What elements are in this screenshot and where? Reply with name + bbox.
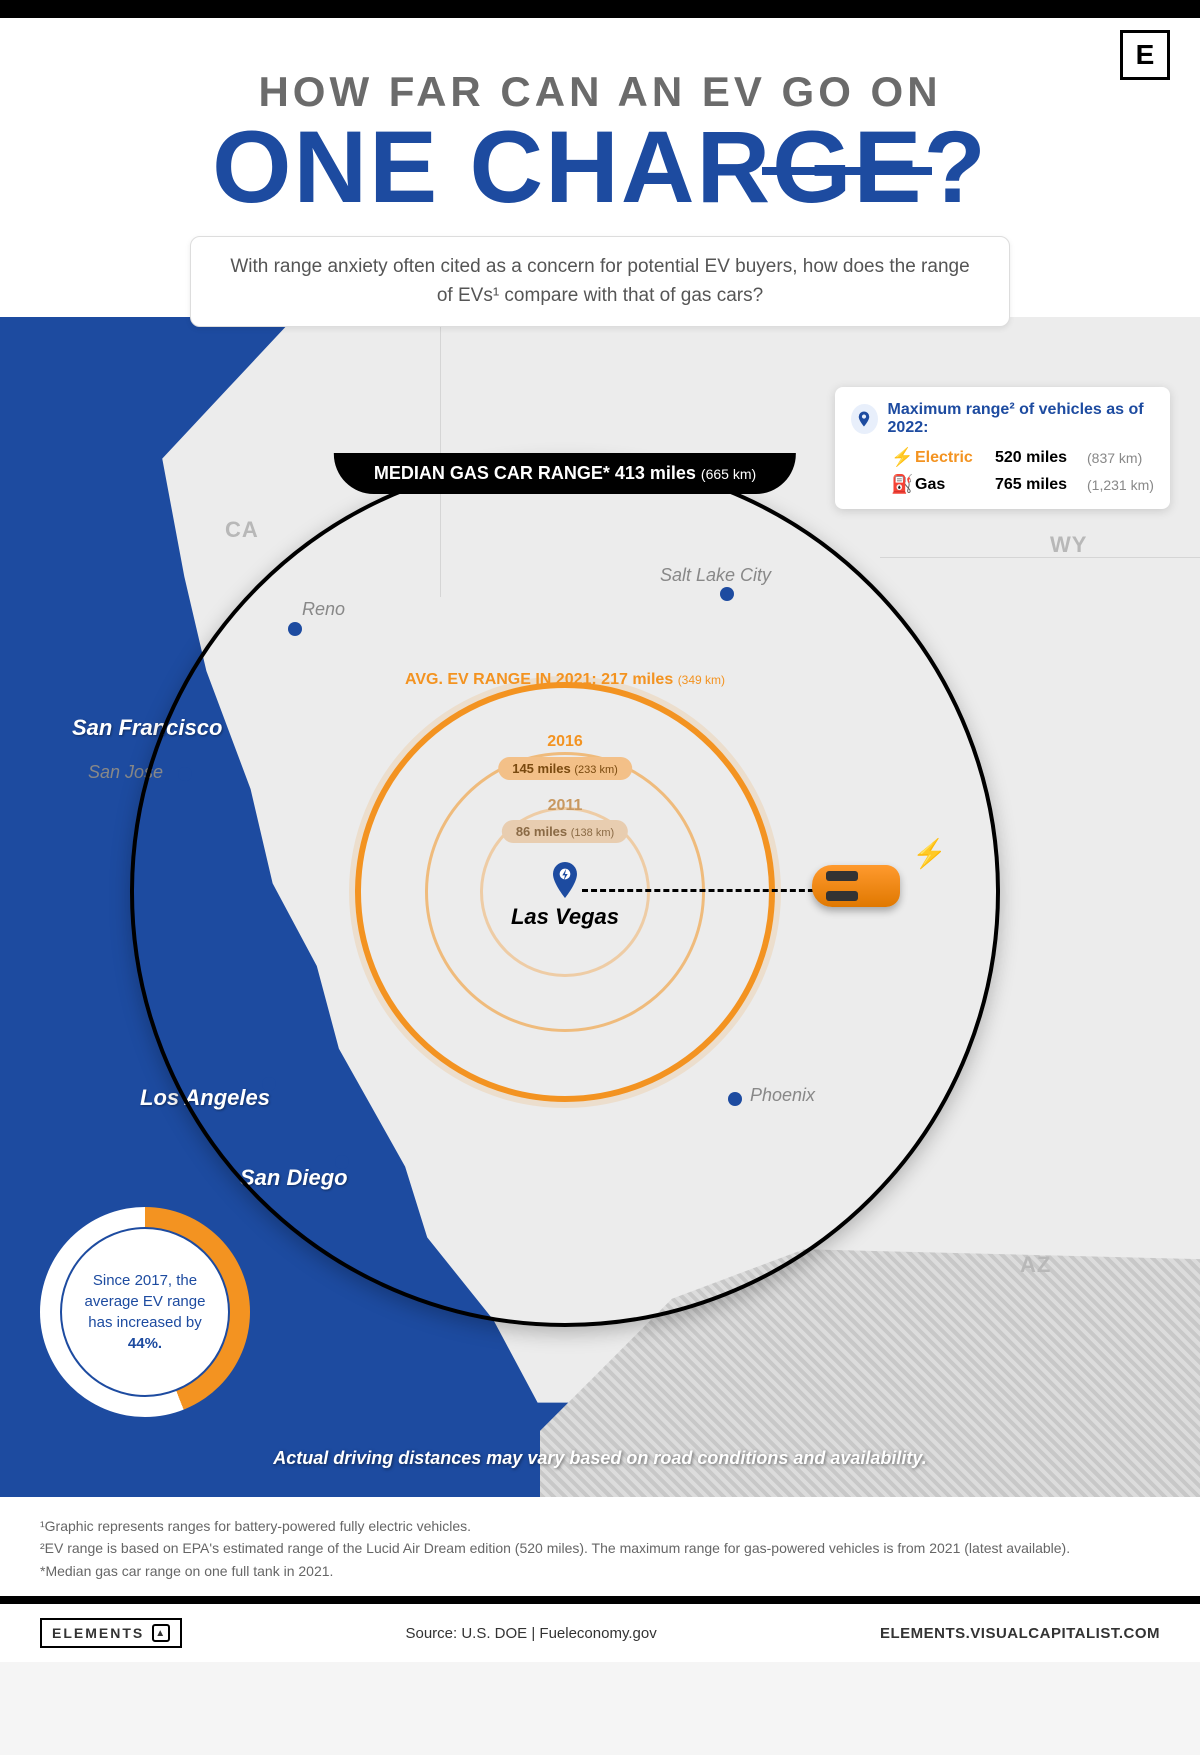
corner-logo: E — [1120, 30, 1170, 80]
y2011-miles: 86 miles — [516, 824, 567, 839]
legend-row-km: (837 km) — [1087, 450, 1142, 466]
y2021-km: (349 km) — [678, 673, 725, 687]
center-city-label: Las Vegas — [511, 904, 619, 930]
legend-row: ⛽ Gas 765 miles (1,231 km) — [891, 474, 1154, 495]
gas-km: (665 km) — [701, 466, 756, 482]
footer: ELEMENTS ▲ Source: U.S. DOE | Fueleconom… — [0, 1604, 1200, 1662]
footer-logo-icon: ▲ — [152, 1624, 170, 1642]
gas-label: MEDIAN GAS CAR RANGE* 413 miles — [374, 463, 696, 483]
top-bar — [0, 0, 1200, 18]
y2016-km: (233 km) — [574, 764, 617, 776]
stat-bold: 44%. — [128, 1335, 162, 1352]
year-2011: 2011 — [548, 797, 583, 815]
source-text: Source: U.S. DOE | Fueleconomy.gov — [405, 1625, 656, 1642]
map-pin-icon — [549, 862, 581, 902]
bottom-bar — [0, 1596, 1200, 1604]
y2011-km: (138 km) — [571, 827, 614, 839]
legend-row: ⚡ Electric 520 miles (837 km) — [891, 447, 1154, 468]
state-label: WY — [1050, 532, 1087, 558]
legend-rows: ⚡ Electric 520 miles (837 km) ⛽ Gas 765 m… — [851, 447, 1154, 495]
footnote-line: ²EV range is based on EPA's estimated ra… — [40, 1537, 1160, 1559]
legend-row-icon: ⛽ — [891, 474, 907, 495]
footnotes: ¹Graphic represents ranges for battery-p… — [0, 1497, 1200, 1596]
footer-logo: ELEMENTS ▲ — [40, 1618, 182, 1648]
pill-2011: 86 miles (138 km) — [502, 820, 628, 843]
footnote-line: ¹Graphic represents ranges for battery-p… — [40, 1515, 1160, 1537]
infographic-page: E HOW FAR CAN AN EV GO ON ONE CHARGE? Wi… — [0, 0, 1200, 1662]
stat-donut: Since 2017, the average EV range has inc… — [40, 1207, 250, 1417]
title-line1: HOW FAR CAN AN EV GO ON — [40, 68, 1160, 116]
car-icon — [812, 865, 900, 907]
title-line2: ONE CHARGE? — [212, 116, 988, 218]
center-pin: Las Vegas — [511, 862, 619, 930]
bolt-icon: ⚡ — [912, 837, 947, 870]
legend-row-icon: ⚡ — [891, 447, 907, 468]
arc-label-gas: MEDIAN GAS CAR RANGE* 413 miles (665 km) — [334, 453, 796, 494]
range-rings: MEDIAN GAS CAR RANGE* 413 miles (665 km)… — [130, 457, 1000, 1327]
header: HOW FAR CAN AN EV GO ON ONE CHARGE? With… — [0, 18, 1200, 357]
pill-2016: 145 miles (233 km) — [498, 757, 632, 780]
disclaimer-text: Actual driving distances may vary based … — [0, 1448, 1200, 1469]
footer-logo-text: ELEMENTS — [52, 1625, 144, 1641]
legend-title: Maximum range² of vehicles as of 2022: — [851, 401, 1154, 437]
arc-label-2021: AVG. EV RANGE IN 2021: 217 miles (349 km… — [405, 671, 725, 689]
subtitle-box: With range anxiety often cited as a conc… — [190, 236, 1010, 327]
stat-text: Since 2017, the average EV range has inc… — [85, 1272, 206, 1331]
map-area: NVCAWYAZ RenoSalt Lake CitySan Francisco… — [0, 317, 1200, 1497]
state-label: AZ — [1020, 1252, 1051, 1278]
legend-row-name: Gas — [915, 476, 987, 494]
footer-url: ELEMENTS.VISUALCAPITALIST.COM — [880, 1625, 1160, 1642]
legend-box: Maximum range² of vehicles as of 2022: ⚡… — [835, 387, 1170, 509]
dashed-line — [582, 889, 832, 892]
footnote-line: *Median gas car range on one full tank i… — [40, 1560, 1160, 1582]
y2021-label: AVG. EV RANGE IN 2021: 217 miles — [405, 671, 673, 688]
legend-row-name: Electric — [915, 449, 987, 467]
donut-text: Since 2017, the average EV range has inc… — [60, 1227, 230, 1397]
legend-row-miles: 765 miles — [995, 476, 1079, 494]
legend-title-text: Maximum range² of vehicles as of 2022: — [888, 401, 1154, 437]
pin-icon — [851, 404, 878, 434]
legend-row-miles: 520 miles — [995, 449, 1079, 467]
year-2016: 2016 — [547, 733, 583, 751]
legend-row-km: (1,231 km) — [1087, 477, 1154, 493]
y2016-miles: 145 miles — [512, 761, 571, 776]
